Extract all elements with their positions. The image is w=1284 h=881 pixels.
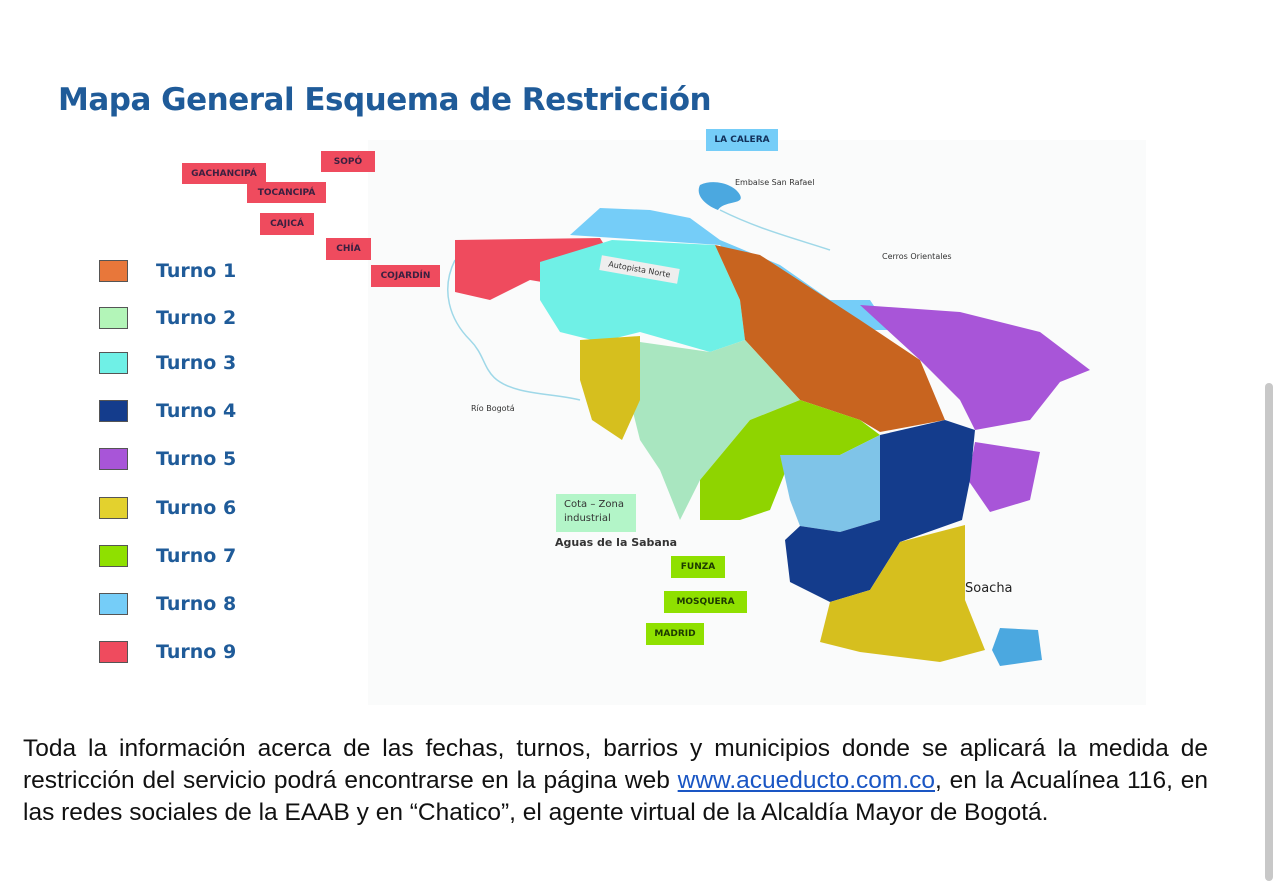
legend-swatch <box>99 593 128 615</box>
legend-item-turno-5: Turno 5 <box>99 446 236 472</box>
legend-swatch <box>99 400 128 422</box>
zone-turno-6-north <box>580 336 640 440</box>
legend-label: Turno 4 <box>156 400 237 422</box>
municipality-funza: FUNZA <box>671 556 725 578</box>
legend-swatch <box>99 641 128 663</box>
label-aguas-sabana: Aguas de la Sabana <box>555 536 678 549</box>
legend-swatch <box>99 448 128 470</box>
legend-item-turno-1: Turno 1 <box>99 258 236 284</box>
legend-label: Turno 3 <box>156 352 237 374</box>
legend-item-turno-8: Turno 8 <box>99 591 236 617</box>
municipality-cajica: CAJICÁ <box>260 213 314 235</box>
legend-swatch <box>99 545 128 567</box>
municipality-sopo: SOPÓ <box>321 151 375 172</box>
zone-turno-3 <box>540 240 745 352</box>
acueducto-link[interactable]: www.acueducto.com.co <box>677 767 936 794</box>
legend-item-turno-9: Turno 9 <box>99 639 236 665</box>
legend-label: Turno 8 <box>156 593 237 615</box>
municipality-cota: Cota – Zona industrial <box>556 494 636 532</box>
municipality-cojardin: COJARDÍN <box>371 265 440 287</box>
municipality-gachancipa: GACHANCIPÁ <box>182 163 266 184</box>
paragraph-text: Toda la información acerca de las fechas… <box>23 735 1208 794</box>
legend-label: Turno 6 <box>156 497 237 519</box>
legend-swatch <box>99 352 128 374</box>
legend-swatch <box>99 260 128 282</box>
legend-item-turno-6: Turno 6 <box>99 495 236 521</box>
legend-swatch <box>99 307 128 329</box>
zone-turno-2 <box>630 340 800 520</box>
legend-label: Turno 1 <box>156 260 237 282</box>
legend-label: Turno 2 <box>156 307 237 329</box>
zone-turno-1 <box>715 245 945 432</box>
municipality-madrid: MADRID <box>646 623 704 645</box>
legend-label: Turno 9 <box>156 641 237 663</box>
municipality-chia: CHÍA <box>326 238 371 260</box>
page-title: Mapa General Esquema de Restricción <box>58 82 712 118</box>
municipality-mosquera: MOSQUERA <box>664 591 747 613</box>
zone-turno-5-south <box>968 442 1040 512</box>
zone-turno-8-south <box>780 435 880 532</box>
legend-swatch <box>99 497 128 519</box>
info-paragraph: Toda la información acerca de las fechas… <box>23 733 1208 829</box>
label-cerros: Cerros Orientales <box>882 252 952 261</box>
municipality-tocancipa: TOCANCIPÁ <box>247 182 326 203</box>
label-soacha: Soacha <box>965 581 1013 596</box>
legend-item-turno-4: Turno 4 <box>99 398 236 424</box>
scrollbar[interactable] <box>1265 383 1273 881</box>
embalse-san-rafael <box>698 182 741 210</box>
zone-turno-6-south <box>820 525 985 662</box>
zone-turno-5 <box>860 305 1090 430</box>
label-embalse: Embalse San Rafael <box>735 178 815 187</box>
rivers <box>447 209 831 401</box>
legend-label: Turno 5 <box>156 448 237 470</box>
label-rio-bogota: Río Bogotá <box>471 404 515 413</box>
legend-item-turno-7: Turno 7 <box>99 543 236 569</box>
legend-item-turno-2: Turno 2 <box>99 305 236 331</box>
zone-turno-4 <box>785 420 975 602</box>
paragraph-text-end: , en la Acualínea 116, en las redes soci… <box>23 767 1208 826</box>
soacha-lake <box>992 628 1042 666</box>
municipality-la-calera: LA CALERA <box>706 129 778 151</box>
legend-item-turno-3: Turno 3 <box>99 350 236 376</box>
legend-label: Turno 7 <box>156 545 237 567</box>
